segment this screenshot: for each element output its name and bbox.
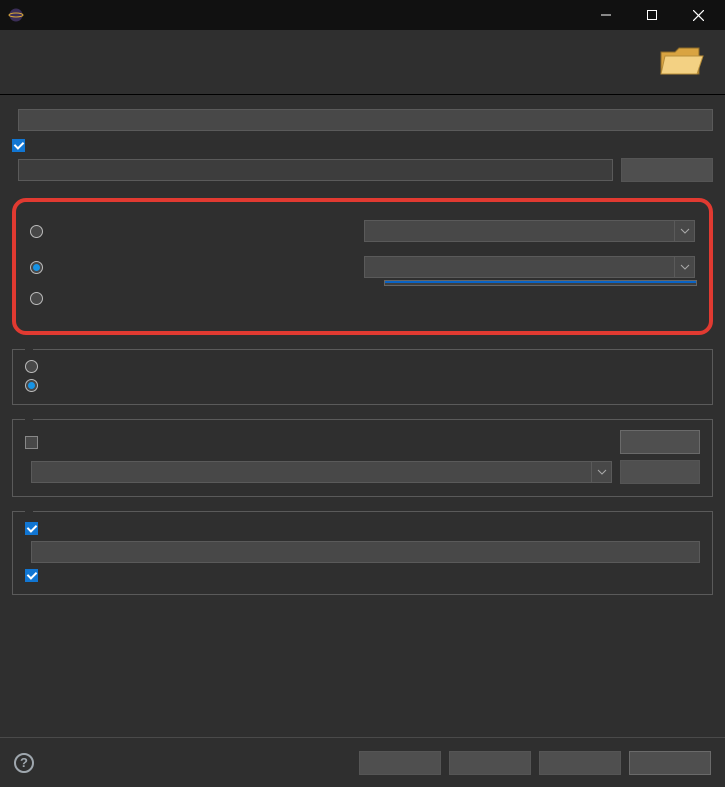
next-button: [449, 751, 531, 775]
jre-proj-radio[interactable]: [30, 261, 43, 274]
jre-proj-dropdown[interactable]: [384, 280, 697, 286]
titlebar: [0, 0, 725, 30]
ws-add-checkbox[interactable]: [25, 436, 38, 449]
use-default-location-checkbox[interactable]: [12, 139, 25, 152]
maximize-button[interactable]: [629, 0, 675, 30]
layout-root-radio[interactable]: [25, 360, 38, 373]
help-button[interactable]: ?: [14, 753, 34, 773]
chevron-down-icon: [591, 462, 611, 482]
close-button[interactable]: [675, 0, 721, 30]
layout-sep-radio[interactable]: [25, 379, 38, 392]
folder-icon: [657, 40, 705, 80]
jre-env-radio[interactable]: [30, 225, 43, 238]
jre-default-row: [30, 292, 695, 305]
jre-proj-select[interactable]: [364, 256, 695, 278]
wizard-header: [0, 30, 725, 95]
chevron-down-icon: [674, 221, 694, 241]
module-create-row: [25, 522, 700, 535]
working-sets-group: [12, 419, 713, 497]
wizard-content: [0, 91, 725, 737]
back-button: [359, 751, 441, 775]
cancel-button[interactable]: [629, 751, 711, 775]
ws-select-button: [620, 460, 700, 484]
wizard-footer: ?: [0, 737, 725, 787]
chevron-down-icon[interactable]: [674, 257, 694, 277]
module-gen-row: [25, 569, 700, 582]
jre-proj-row: [30, 256, 695, 278]
module-gen-checkbox[interactable]: [25, 569, 38, 582]
ws-list-row: [25, 460, 700, 484]
layout-root-row: [25, 360, 700, 373]
module-name-row: [25, 541, 700, 563]
jre-group: [12, 198, 713, 335]
jre-default-radio[interactable]: [30, 292, 43, 305]
ws-add-row: [25, 430, 700, 454]
browse-button: [621, 158, 713, 182]
jre-env-select: [364, 220, 695, 242]
module-name-input[interactable]: [31, 541, 700, 563]
jre-option-jdk-17[interactable]: [385, 283, 696, 285]
module-create-checkbox[interactable]: [25, 522, 38, 535]
use-default-location-row: [12, 139, 713, 152]
jre-env-row: [30, 220, 695, 242]
location-input: [18, 159, 613, 181]
module-group: [12, 511, 713, 595]
project-layout-group: [12, 349, 713, 405]
finish-button: [539, 751, 621, 775]
project-name-input[interactable]: [18, 109, 713, 131]
eclipse-icon: [8, 7, 24, 23]
ws-new-button[interactable]: [620, 430, 700, 454]
ws-list-select: [31, 461, 612, 483]
layout-sep-row: [25, 379, 700, 392]
minimize-button[interactable]: [583, 0, 629, 30]
project-name-row: [12, 109, 713, 131]
location-row: [12, 158, 713, 182]
